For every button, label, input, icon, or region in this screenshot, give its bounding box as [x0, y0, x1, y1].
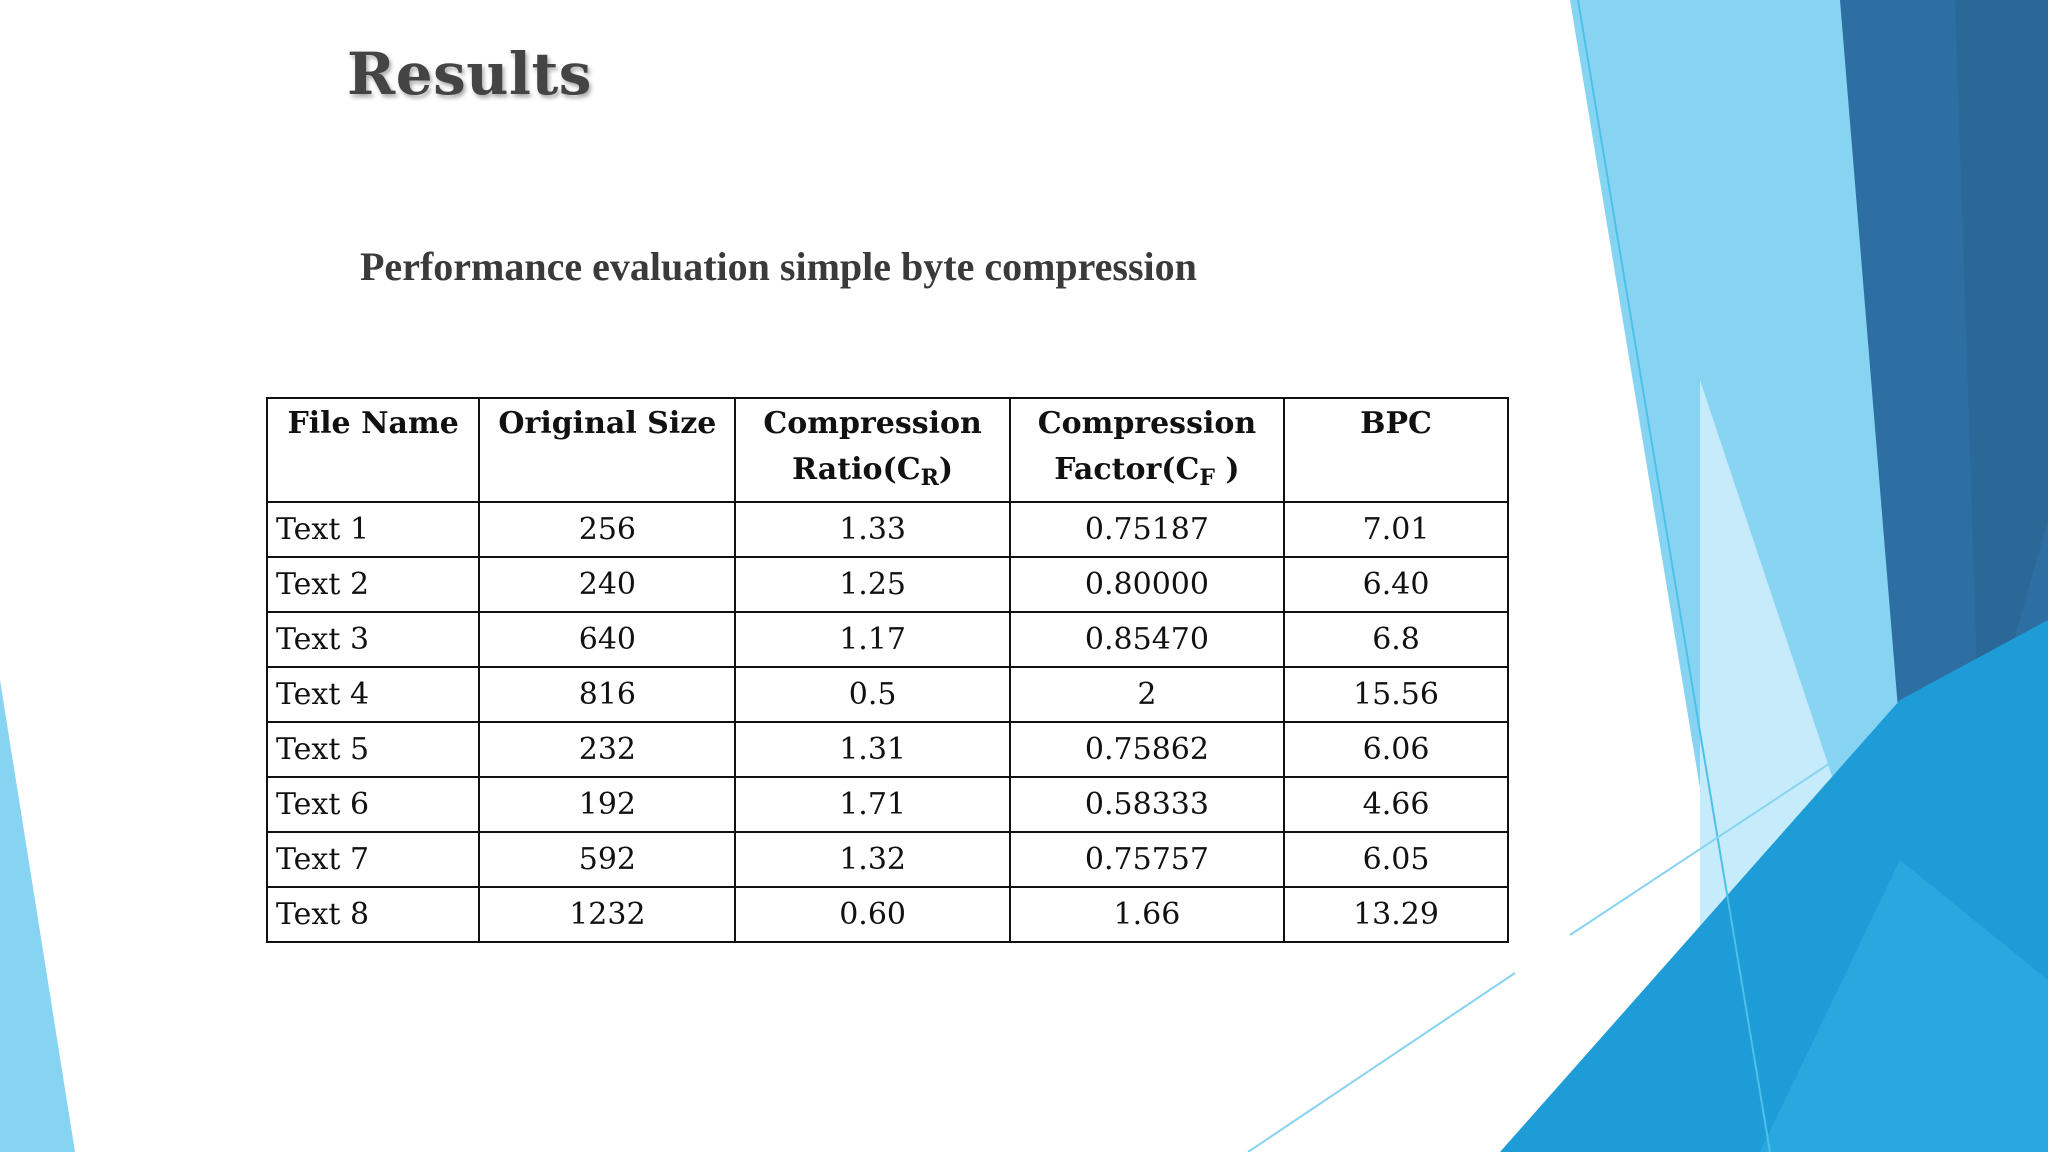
- cell-file-name: Text 6: [265, 776, 481, 833]
- cell-original-size: 592: [478, 831, 737, 888]
- cell-file-name: Text 8: [265, 886, 481, 943]
- header-compression-factor: Compression Factor(CF ): [1008, 397, 1286, 503]
- header-file-name: File Name: [265, 397, 481, 503]
- header-factor-subscript: F: [1199, 465, 1215, 491]
- table-row: Text 7 592 1.32 0.75757 6.05: [265, 831, 1509, 888]
- table-row: Text 1 256 1.33 0.75187 7.01: [265, 501, 1509, 558]
- header-factor-line1: Compression: [1037, 406, 1257, 441]
- table-row: Text 2 240 1.25 0.80000 6.40: [265, 556, 1509, 613]
- table-row: Text 6 192 1.71 0.58333 4.66: [265, 776, 1509, 833]
- cell-compression-factor: 0.58333: [1008, 776, 1286, 833]
- cell-compression-factor: 0.80000: [1008, 556, 1286, 613]
- cell-original-size: 256: [478, 501, 737, 558]
- header-bpc: BPC: [1283, 397, 1509, 503]
- header-ratio-subscript: R: [920, 465, 939, 491]
- cell-compression-ratio: 1.32: [734, 831, 1011, 888]
- cell-original-size: 192: [478, 776, 737, 833]
- cell-original-size: 240: [478, 556, 737, 613]
- cell-file-name: Text 1: [265, 501, 481, 558]
- header-factor-line2: Factor(C: [1054, 452, 1200, 487]
- cell-compression-ratio: 0.5: [734, 666, 1011, 723]
- slide-subtitle: Performance evaluation simple byte compr…: [360, 244, 1197, 289]
- table-row: Text 3 640 1.17 0.85470 6.8: [265, 611, 1509, 668]
- cell-bpc: 6.05: [1283, 831, 1509, 888]
- header-ratio-line1: Compression: [763, 406, 982, 441]
- table-row: Text 4 816 0.5 2 15.56: [265, 666, 1509, 723]
- header-original-size: Original Size: [478, 397, 737, 503]
- header-factor-close: ): [1214, 452, 1240, 487]
- cell-original-size: 232: [478, 721, 737, 778]
- header-ratio-line2: Ratio(C: [792, 452, 921, 487]
- cell-compression-factor: 1.66: [1008, 886, 1286, 943]
- cell-original-size: 816: [478, 666, 737, 723]
- cell-bpc: 13.29: [1283, 886, 1509, 943]
- cell-compression-ratio: 0.60: [734, 886, 1011, 943]
- table-header-row: File Name Original Size Compression Rati…: [265, 397, 1509, 503]
- cell-file-name: Text 5: [265, 721, 481, 778]
- cell-compression-factor: 0.75862: [1008, 721, 1286, 778]
- table-row: Text 8 1232 0.60 1.66 13.29: [265, 886, 1509, 943]
- accent-line-1: [1577, 0, 1771, 1152]
- results-table: File Name Original Size Compression Rati…: [265, 397, 1509, 943]
- cell-bpc: 7.01: [1283, 501, 1509, 558]
- cell-compression-ratio: 1.25: [734, 556, 1011, 613]
- cell-compression-ratio: 1.31: [734, 721, 1011, 778]
- left-accent-shape: [0, 680, 75, 1152]
- right-deep-shape: [1955, 0, 2048, 760]
- cell-original-size: 640: [478, 611, 737, 668]
- right-cyan-shape: [1760, 860, 2048, 1152]
- cell-bpc: 6.40: [1283, 556, 1509, 613]
- cell-file-name: Text 2: [265, 556, 481, 613]
- cell-compression-factor: 0.85470: [1008, 611, 1286, 668]
- cell-compression-factor: 0.75757: [1008, 831, 1286, 888]
- cell-bpc: 6.8: [1283, 611, 1509, 668]
- accent-line-3: [1569, 749, 1851, 936]
- cell-bpc: 6.06: [1283, 721, 1509, 778]
- cell-bpc: 15.56: [1283, 666, 1509, 723]
- slide-title: Results: [347, 40, 592, 108]
- cell-compression-ratio: 1.17: [734, 611, 1011, 668]
- header-ratio-close: ): [938, 452, 954, 487]
- accent-line-2: [1247, 972, 1516, 1152]
- cell-original-size: 1232: [478, 886, 737, 943]
- table-row: Text 5 232 1.31 0.75862 6.06: [265, 721, 1509, 778]
- cell-bpc: 4.66: [1283, 776, 1509, 833]
- cell-compression-factor: 0.75187: [1008, 501, 1286, 558]
- cell-compression-ratio: 1.71: [734, 776, 1011, 833]
- cell-compression-ratio: 1.33: [734, 501, 1011, 558]
- cell-compression-factor: 2: [1008, 666, 1286, 723]
- cell-file-name: Text 3: [265, 611, 481, 668]
- cell-file-name: Text 7: [265, 831, 481, 888]
- cell-file-name: Text 4: [265, 666, 481, 723]
- header-compression-ratio: Compression Ratio(CR): [734, 397, 1011, 503]
